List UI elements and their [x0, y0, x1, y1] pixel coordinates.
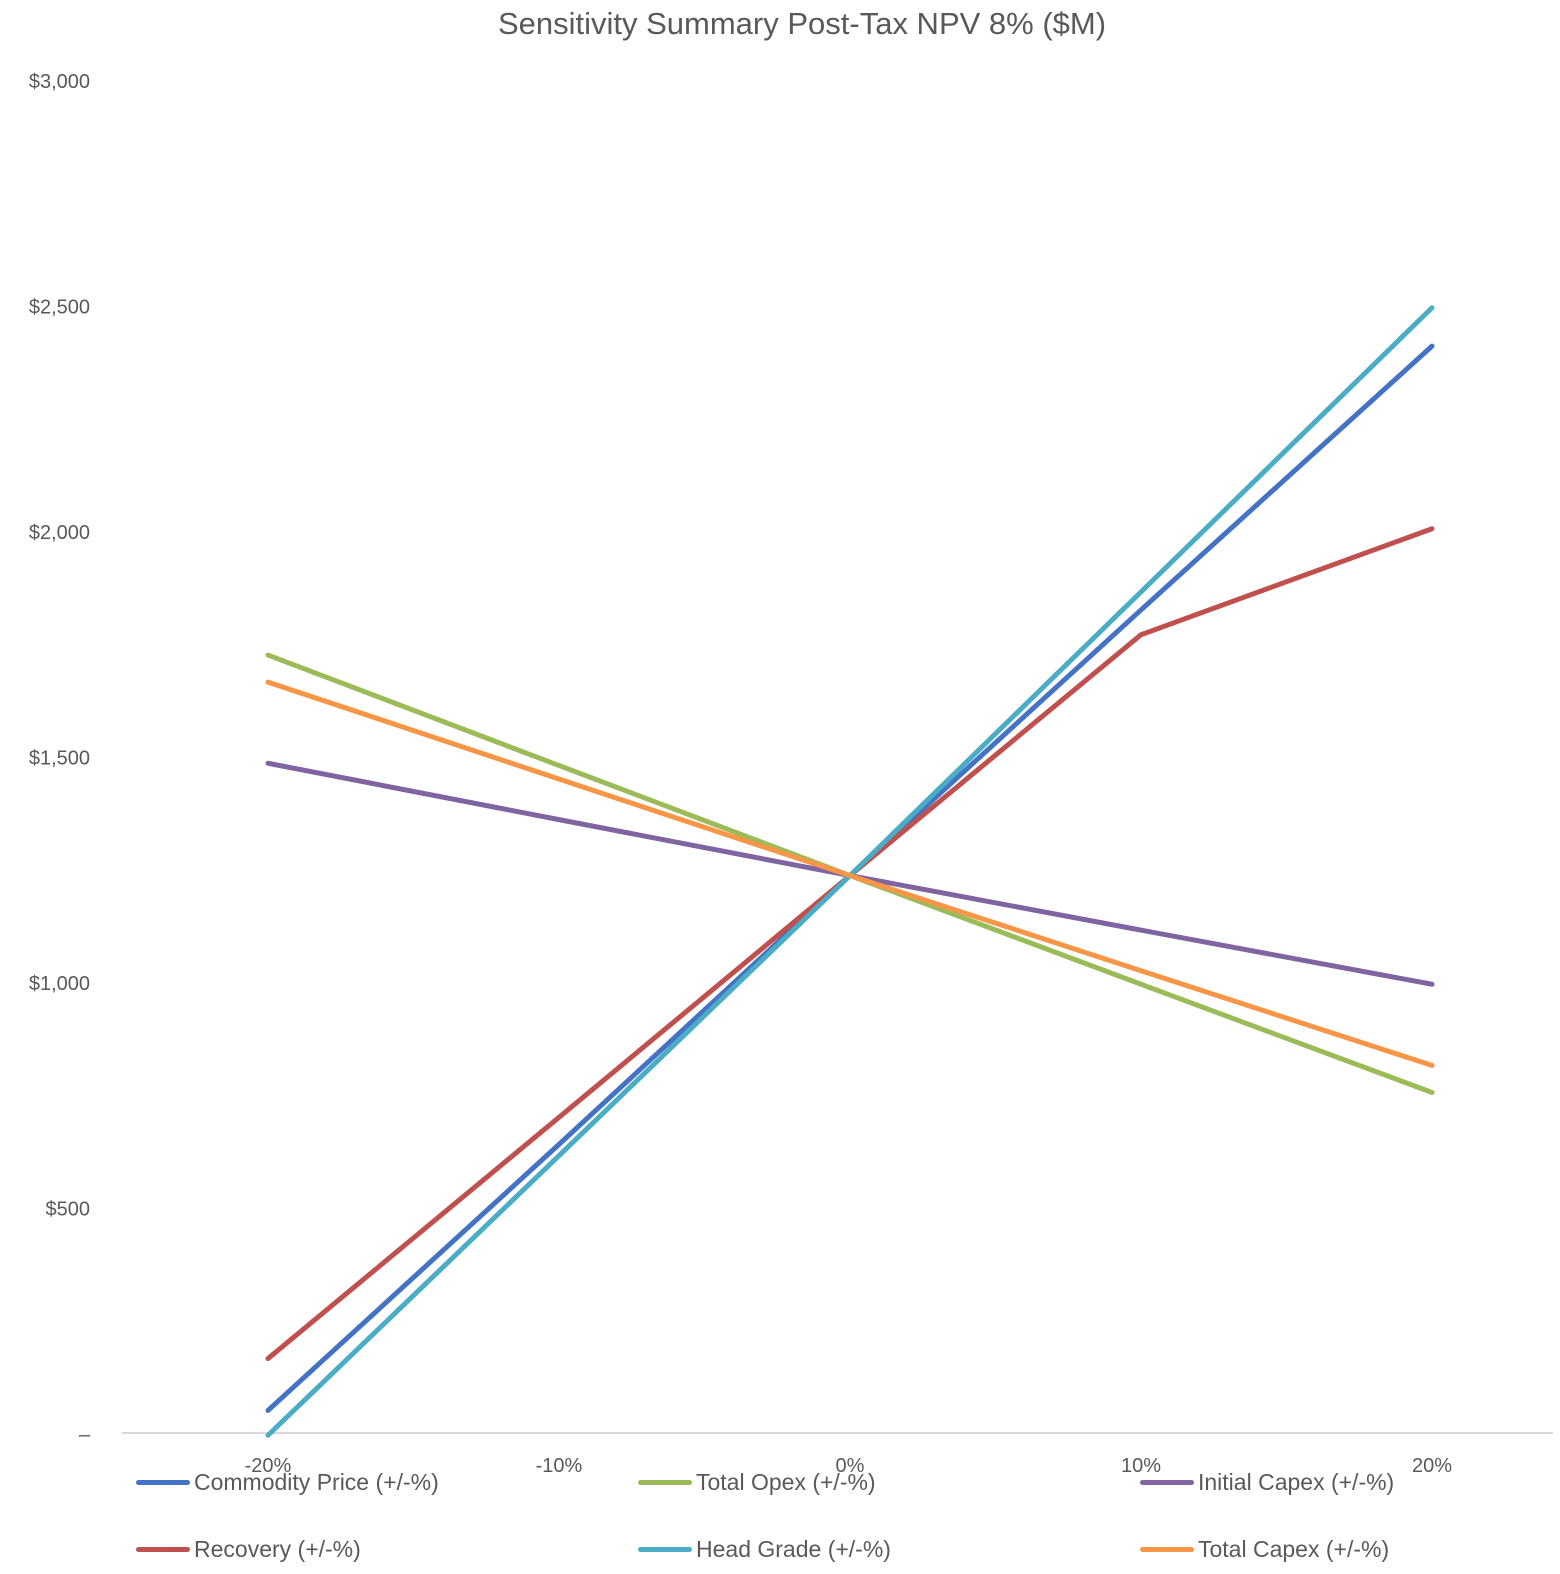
y-tick-label: $2,000: [29, 522, 90, 544]
x-tick-label: -10%: [536, 1455, 583, 1477]
series-line: [265, 305, 1435, 1438]
y-tick-label: $500: [46, 1199, 91, 1221]
y-tick-label: –: [79, 1424, 91, 1446]
x-tick-label: 0%: [836, 1455, 865, 1477]
y-tick-label: $2,500: [29, 297, 90, 319]
y-tick-label: $3,000: [29, 71, 90, 93]
x-tick-label: 20%: [1412, 1455, 1452, 1477]
chart-title: Sensitivity Summary Post-Tax NPV 8% ($M): [497, 6, 1107, 41]
y-tick-label: $1,000: [29, 973, 90, 995]
series-line: [265, 679, 1435, 1068]
y-tick-label: $1,500: [29, 748, 90, 770]
series-line: [265, 526, 1435, 1362]
y-axis: – $500 $1,000 $1,500 $2,000 $2,500 $3,000: [29, 71, 91, 1446]
series-lines: [265, 305, 1435, 1438]
x-axis: -20% -10% 0% 10% 20%: [122, 1432, 1553, 1477]
x-tick-label: 10%: [1121, 1455, 1161, 1477]
x-tick-label: -20%: [245, 1455, 292, 1477]
